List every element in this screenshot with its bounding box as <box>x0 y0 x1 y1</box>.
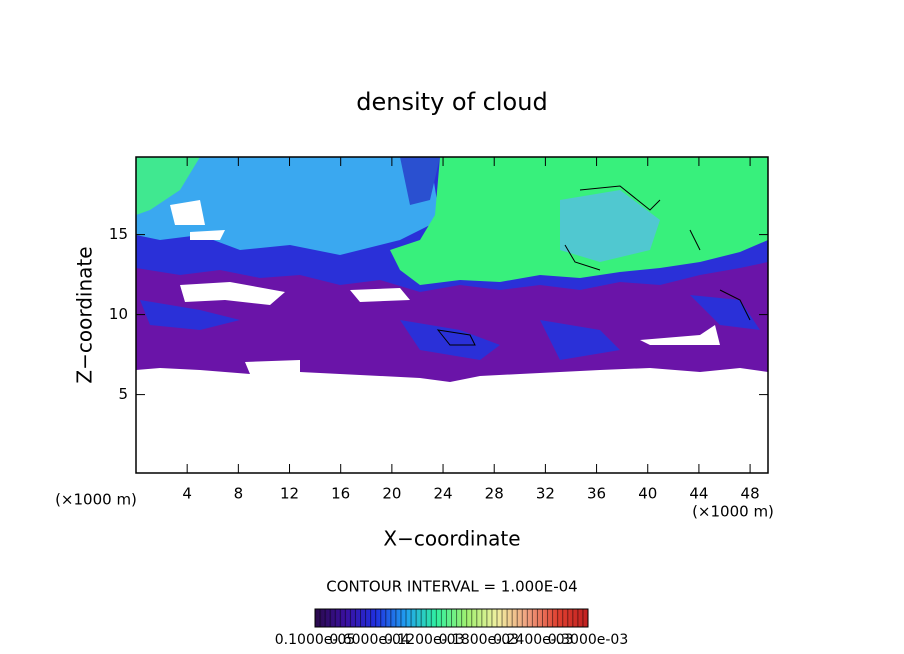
x-tick-label: 16 <box>331 485 350 503</box>
x-unit-label: (×1000 m) <box>692 503 774 521</box>
x-tick-label: 32 <box>536 485 555 503</box>
chart-title: density of cloud <box>356 88 547 116</box>
x-tick-label: 12 <box>280 485 299 503</box>
y-unit-label: (×1000 m) <box>55 491 137 509</box>
colorbar-label: 0.1000e-05 <box>275 632 355 648</box>
y-tick-label: 15 <box>109 225 128 243</box>
x-axis-label: X−coordinate <box>383 527 520 551</box>
x-tick-label: 24 <box>433 485 452 503</box>
x-tick-label: 48 <box>741 485 760 503</box>
x-tick-label: 36 <box>587 485 606 503</box>
x-tick-label: 4 <box>182 485 192 503</box>
x-tick-label: 28 <box>485 485 504 503</box>
y-tick-label: 10 <box>109 305 128 323</box>
x-tick-label: 20 <box>382 485 401 503</box>
colorbar-label: 0.6000e-04 <box>329 632 410 648</box>
colorbar-label: 0.1200e-03 <box>384 632 464 648</box>
x-tick-label: 40 <box>638 485 657 503</box>
colorbar-label: 0.2400e-03 <box>493 632 573 648</box>
y-tick-label: 5 <box>118 385 128 403</box>
x-tick-label: 44 <box>689 485 708 503</box>
contour-interval: CONTOUR INTERVAL = 1.000E-04 <box>326 578 577 596</box>
y-axis-label: Z−coordinate <box>73 246 97 383</box>
x-tick-label: 8 <box>234 485 244 503</box>
colorbar-label: 0.1800e-03 <box>439 632 519 648</box>
contour-field <box>136 157 768 473</box>
colorbar-label: 0.3000e-03 <box>548 632 628 648</box>
